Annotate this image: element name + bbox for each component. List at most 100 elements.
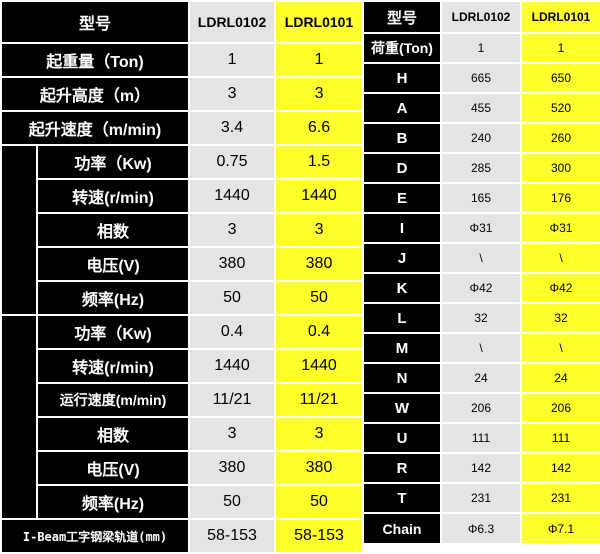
model-a-value: 455 [440, 92, 522, 124]
model-b-value: 32 [520, 302, 600, 334]
row-label: 荷重(Ton) [362, 32, 442, 64]
model-b-value: 50 [274, 484, 365, 520]
table-row: D 285 300 [362, 152, 600, 184]
model-b-value: 260 [520, 122, 600, 154]
table-row: 起升高度（m） 3 3 [0, 76, 365, 112]
row-label: 起升速度（m/min) [0, 110, 191, 146]
row-label: I [362, 212, 442, 244]
model-b-value: \ [520, 242, 600, 274]
model-a-value: 50 [188, 280, 277, 316]
row-label: 转速(r/min) [35, 348, 191, 384]
row-label: N [362, 362, 442, 394]
model-a-value: 165 [440, 182, 522, 214]
row-label: 相数 [35, 212, 191, 248]
model-a-value: 3 [188, 416, 277, 452]
table-row: J \ \ [362, 242, 600, 274]
row-label: M [362, 332, 442, 364]
model-b-value: 380 [274, 450, 365, 486]
row-label: 频率(Hz) [35, 280, 191, 316]
table-row: L 32 32 [362, 302, 600, 334]
model-b-value: 1 [274, 42, 365, 78]
model-b-value: 3 [274, 416, 365, 452]
row-label: Chain [362, 512, 442, 545]
model-b-value: Φ7.1 [520, 512, 600, 545]
model-a-value: 32 [440, 302, 522, 334]
row-label: 转速(r/min) [35, 178, 191, 214]
table-row: 转速(r/min) 1440 1440 [1, 348, 365, 384]
row-label: 相数 [35, 416, 191, 452]
table-row: 功率（Kw) 0.4 0.4 [0, 314, 365, 520]
group-bracket-lift-motor [0, 144, 38, 316]
table-row: 运行速度(m/min) 11/21 11/21 [1, 382, 365, 418]
model-b-value: 1.5 [274, 144, 365, 180]
model-b-value: 300 [520, 152, 600, 184]
model-a-value: 1440 [188, 178, 277, 214]
table-row: N 24 24 [362, 362, 600, 394]
table-row: 起重量（Ton) 1 1 [0, 42, 365, 78]
row-label: 电压(V) [35, 450, 191, 486]
row-label: E [362, 182, 442, 214]
model-a-value: 142 [440, 452, 522, 484]
row-label: H [362, 62, 442, 94]
table-row: 频率(Hz) 50 50 [1, 484, 365, 520]
model-a-header: LDRL0102 [440, 0, 522, 34]
table-row: B 240 260 [362, 122, 600, 154]
table-row: 相数 3 3 [1, 212, 365, 248]
model-a-value: 111 [440, 422, 522, 454]
table-row: 荷重(Ton) 1 1 [362, 32, 600, 64]
model-b-value: 3 [274, 212, 365, 248]
table-row: 相数 3 3 [1, 416, 365, 452]
table-row: 转速(r/min) 1440 1440 [1, 178, 365, 214]
row-label: W [362, 392, 442, 424]
spec-table: 型号 LDRL0102 LDRL0101 起重量（Ton) 1 1 起升高度（m… [0, 0, 365, 554]
table-row: 电压(V) 380 380 [1, 450, 365, 486]
table-row: W 206 206 [362, 392, 600, 424]
model-b-value: 176 [520, 182, 600, 214]
row-label: K [362, 272, 442, 304]
table-header-row: 型号 LDRL0102 LDRL0101 [362, 0, 600, 34]
row-label: 电压(V) [35, 246, 191, 282]
model-a-value: Φ42 [440, 272, 522, 304]
model-a-value: 206 [440, 392, 522, 424]
model-a-value: \ [440, 332, 522, 364]
model-b-value: 520 [520, 92, 600, 124]
model-b-value: 58-153 [274, 518, 365, 554]
table-row: K Φ42 Φ42 [362, 272, 600, 304]
row-label: U [362, 422, 442, 454]
model-b-value: Φ31 [520, 212, 600, 244]
model-b-value: 1440 [274, 348, 365, 384]
model-b-value: 231 [520, 482, 600, 514]
row-label: 功率（Kw) [35, 314, 191, 350]
row-label: T [362, 482, 442, 514]
row-label: 起重量（Ton) [0, 42, 191, 78]
model-a-value: 50 [188, 484, 277, 520]
model-a-value: 58-153 [188, 518, 277, 554]
model-a-value: Φ31 [440, 212, 522, 244]
model-a-value: 285 [440, 152, 522, 184]
model-b-header: LDRL0101 [520, 0, 600, 34]
table-row: U 111 111 [362, 422, 600, 454]
table-row: 频率(Hz) 50 50 [1, 280, 365, 316]
table-row: R 142 142 [362, 452, 600, 484]
table-row: E 165 176 [362, 182, 600, 214]
group-bracket-travel-motor [0, 314, 38, 520]
model-a-value: 0.75 [188, 144, 277, 180]
model-b-value: 142 [520, 452, 600, 484]
model-a-header: LDRL0102 [188, 0, 277, 44]
table-row: Chain Φ6.3 Φ7.1 [362, 512, 600, 545]
table-row: T 231 231 [362, 482, 600, 514]
model-b-value: 0.4 [274, 314, 365, 350]
model-a-value: 1 [440, 32, 522, 64]
model-a-value: 11/21 [188, 382, 277, 418]
table-row: I-Beam工字钢梁轨道(mm) 58-153 58-153 [0, 518, 365, 554]
row-label: R [362, 452, 442, 484]
row-label: B [362, 122, 442, 154]
row-label: I-Beam工字钢梁轨道(mm) [0, 518, 191, 554]
model-b-value: 380 [274, 246, 365, 282]
model-b-header: LDRL0101 [274, 0, 365, 44]
model-b-value: 50 [274, 280, 365, 316]
model-a-value: Φ6.3 [440, 512, 522, 545]
model-a-value: 240 [440, 122, 522, 154]
row-label: 频率(Hz) [35, 484, 191, 520]
